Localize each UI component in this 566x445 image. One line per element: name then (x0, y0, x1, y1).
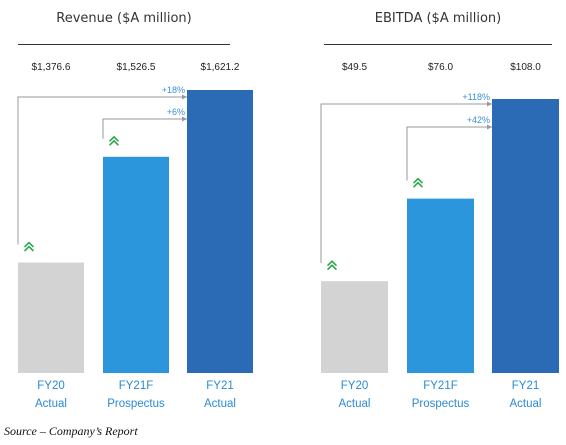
bar (321, 281, 388, 373)
bracket-arrowhead (182, 94, 187, 100)
up-chevron-icon (413, 177, 423, 188)
bar (103, 156, 169, 373)
category-label: Prospectus (412, 398, 470, 410)
source-note: Source – Company’s Report (4, 424, 138, 438)
bar (187, 90, 253, 373)
up-chevron-icon (109, 136, 119, 146)
category-label: Actual (204, 398, 236, 410)
category-label: Actual (339, 398, 371, 410)
chart-title: Revenue ($A million) (56, 11, 192, 26)
category-label: FY21 (512, 380, 540, 392)
bar (407, 198, 474, 373)
category-label: FY21F (423, 380, 458, 392)
category-label: Prospectus (107, 398, 165, 410)
growth-label: +6% (167, 107, 185, 117)
value-label: $1,376.6 (32, 62, 71, 73)
bracket-arrowhead (182, 116, 187, 122)
value-label: $1,526.5 (117, 62, 156, 73)
growth-bracket (17, 96, 187, 245)
category-label: Actual (510, 398, 542, 410)
value-label: $1,621.2 (201, 62, 240, 73)
bar (492, 99, 559, 373)
category-label: FY21F (119, 380, 154, 392)
category-label: FY21 (206, 380, 234, 392)
chart-title: EBITDA ($A million) (375, 11, 501, 26)
bar (18, 262, 84, 373)
category-label: Actual (35, 398, 67, 410)
bracket-arrowhead (487, 101, 492, 107)
category-label: FY20 (341, 380, 369, 392)
growth-bracket (320, 103, 492, 264)
growth-bracket (102, 118, 187, 139)
growth-bracket (406, 126, 492, 181)
growth-label: +118% (462, 92, 490, 102)
bracket-arrowhead (487, 124, 492, 130)
growth-label: +18% (162, 85, 185, 95)
up-chevron-icon (24, 241, 34, 252)
value-label: $49.5 (342, 62, 367, 73)
growth-label: +42% (467, 115, 490, 125)
value-label: $76.0 (428, 62, 453, 73)
up-chevron-icon (327, 260, 337, 270)
value-label: $108.0 (510, 62, 541, 73)
category-label: FY20 (37, 380, 65, 392)
